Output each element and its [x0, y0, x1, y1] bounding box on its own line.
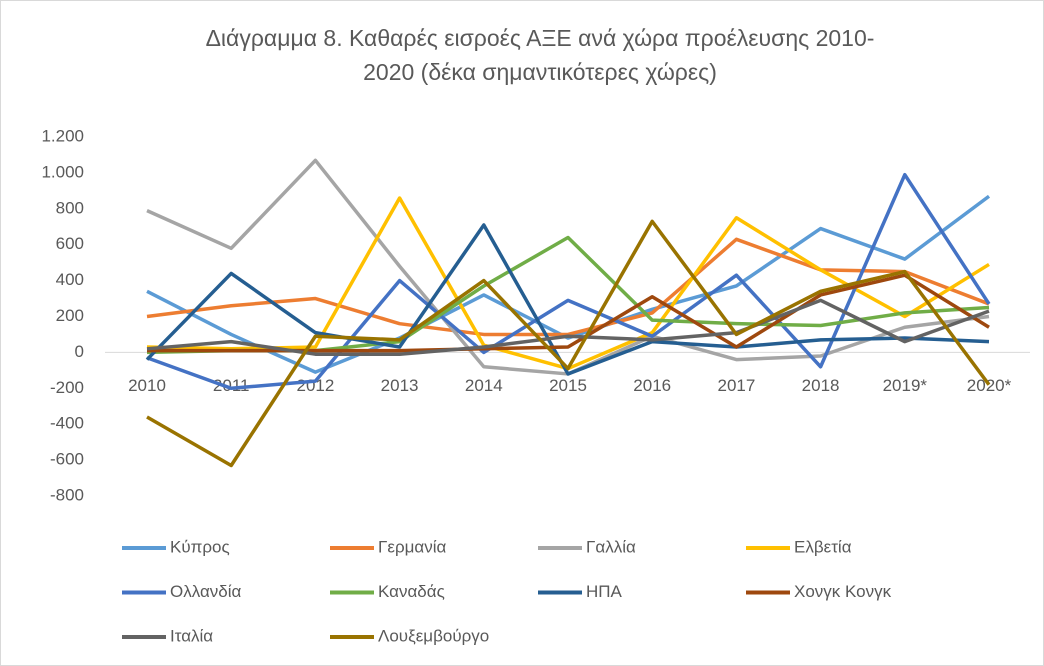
x-tick-label: 2013: [381, 376, 419, 395]
x-tick-label: 2019*: [883, 376, 928, 395]
y-tick-label: 0: [75, 342, 84, 361]
legend-label: Κύπρος: [170, 537, 230, 556]
series-line: [146, 237, 990, 337]
series-line: [146, 194, 991, 374]
x-tick-label: 2020*: [967, 376, 1012, 395]
legend-label: Ιταλία: [170, 626, 213, 645]
x-tick-label: 2017: [717, 376, 755, 395]
legend-label: Ελβετία: [794, 537, 852, 556]
legend-label: Λουξεμβούργο: [378, 626, 489, 645]
y-tick-label: 1.200: [41, 126, 84, 145]
y-tick-label: -600: [50, 450, 84, 469]
series-line: [145, 223, 990, 376]
series-line: [146, 172, 991, 391]
legend-label: Γερμανία: [378, 537, 447, 556]
x-tick-label: 2015: [549, 376, 587, 395]
chart-title: 2020 (δέκα σημαντικότερες χώρες): [363, 59, 717, 85]
y-tick-label: 600: [56, 234, 84, 253]
y-tick-label: 800: [56, 198, 84, 217]
y-tick-label: -200: [50, 378, 84, 397]
y-tick-label: -400: [50, 414, 84, 433]
series-line: [146, 298, 990, 356]
x-tick-label: 2014: [465, 376, 503, 395]
x-tick-label: 2011: [213, 376, 250, 395]
x-tick-label: 2010: [128, 376, 166, 395]
x-tick-label: 2016: [633, 376, 671, 395]
y-tick-label: -800: [50, 485, 84, 504]
legend-label: ΗΠΑ: [586, 582, 623, 601]
legend-label: Γαλλία: [586, 537, 636, 556]
series-line: [146, 219, 991, 468]
x-tick-label: 2018: [802, 376, 840, 395]
chart-title: Διάγραμμα 8. Καθαρές εισροές ΑΞΕ ανά χώρ…: [206, 25, 875, 51]
y-tick-label: 200: [56, 306, 84, 325]
legend-label: Ολλανδία: [170, 582, 242, 601]
legend-label: Χονγκ Κονγκ: [794, 582, 892, 601]
y-tick-label: 400: [56, 270, 84, 289]
y-tick-label: 1.000: [41, 162, 84, 181]
legend-label: Καναδάς: [378, 582, 445, 601]
